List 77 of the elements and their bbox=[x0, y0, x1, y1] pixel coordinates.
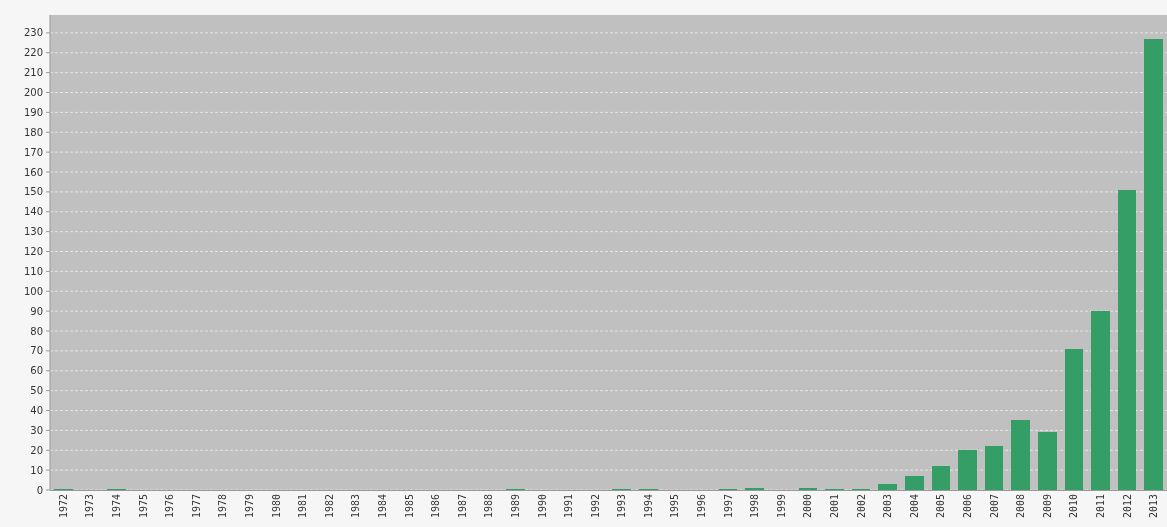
x-tick-label: 1981 bbox=[297, 494, 309, 519]
x-tick-label: 2008 bbox=[1015, 494, 1027, 519]
x-tick-label: 1976 bbox=[164, 494, 176, 519]
x-tick-label: 1998 bbox=[749, 494, 761, 519]
x-tick-label: 1983 bbox=[350, 494, 362, 519]
y-tick-label: 20 bbox=[30, 444, 43, 456]
x-tick-label: 1977 bbox=[190, 494, 202, 519]
y-tick-label: 190 bbox=[23, 106, 43, 118]
x-tick-label: 1987 bbox=[456, 494, 468, 519]
x-tick-label: 2011 bbox=[1095, 494, 1107, 519]
x-tick-label: 1988 bbox=[483, 494, 495, 519]
x-tick-label: 1999 bbox=[775, 494, 787, 519]
y-tick-label: 220 bbox=[23, 47, 43, 59]
bar bbox=[878, 484, 898, 490]
bar bbox=[931, 466, 951, 490]
x-tick-label: 1984 bbox=[376, 494, 388, 519]
y-tick-label: 90 bbox=[30, 305, 43, 317]
y-tick-label: 40 bbox=[30, 405, 43, 416]
x-tick-label: 2000 bbox=[802, 494, 814, 519]
bar bbox=[1038, 432, 1057, 490]
y-tick-label: 130 bbox=[23, 226, 43, 238]
y-tick-label: 30 bbox=[30, 424, 43, 436]
x-tick-label: 1993 bbox=[616, 494, 628, 519]
x-tick-label: 2005 bbox=[935, 494, 947, 519]
x-tick-label: 1991 bbox=[563, 494, 575, 519]
bar bbox=[1117, 189, 1137, 490]
x-tick-label: 1973 bbox=[84, 494, 96, 519]
y-tick-label: 70 bbox=[30, 345, 43, 357]
x-tick-label: 1990 bbox=[536, 494, 548, 519]
y-tick-label: 110 bbox=[23, 265, 43, 277]
x-tick-label: 1985 bbox=[403, 494, 415, 519]
x-tick-label: 2012 bbox=[1121, 494, 1133, 519]
x-tick-label: 2013 bbox=[1148, 494, 1160, 519]
y-tick-label: 80 bbox=[30, 325, 43, 337]
x-tick-label: 1992 bbox=[589, 494, 601, 519]
bar bbox=[905, 476, 924, 490]
x-tick-label: 1980 bbox=[270, 494, 282, 519]
y-tick-label: 140 bbox=[23, 206, 43, 218]
x-tick-label: 1979 bbox=[243, 494, 255, 519]
bar bbox=[984, 446, 1004, 490]
y-tick-label: 150 bbox=[23, 186, 43, 198]
x-tick-label: 2004 bbox=[908, 494, 920, 519]
y-tick-label: 60 bbox=[30, 365, 43, 377]
y-tick-label: 210 bbox=[23, 67, 43, 79]
x-tick-label: 2006 bbox=[962, 494, 974, 519]
bar bbox=[1011, 420, 1031, 490]
x-tick-label: 1978 bbox=[217, 494, 229, 519]
x-tick-label: 1982 bbox=[323, 494, 335, 519]
y-tick-label: 10 bbox=[30, 464, 43, 476]
x-tick-label: 1975 bbox=[137, 494, 149, 519]
x-tick-label: 2003 bbox=[882, 494, 894, 519]
x-tick-label: 1986 bbox=[430, 494, 442, 519]
x-tick-label: 1995 bbox=[669, 494, 681, 519]
y-tick-label: 180 bbox=[23, 126, 43, 138]
x-tick-label: 1997 bbox=[722, 494, 734, 519]
x-tick-label: 1994 bbox=[642, 494, 654, 519]
bar bbox=[1091, 311, 1110, 490]
y-tick-label: 200 bbox=[23, 87, 43, 99]
y-tick-label: 120 bbox=[23, 246, 43, 258]
y-tick-label: 170 bbox=[23, 146, 43, 158]
y-tick-label: 160 bbox=[23, 166, 43, 178]
x-tick-label: 2002 bbox=[855, 494, 867, 519]
x-tick-label: 1972 bbox=[57, 494, 69, 519]
x-tick-label: 2010 bbox=[1068, 494, 1080, 519]
bar bbox=[1144, 38, 1164, 490]
y-tick-label: 50 bbox=[30, 385, 43, 397]
x-tick-label: 2007 bbox=[988, 494, 1000, 519]
bar bbox=[958, 450, 977, 490]
x-tick-label: 1974 bbox=[110, 494, 122, 519]
x-tick-label: 1996 bbox=[696, 494, 708, 519]
x-tick-label: 2009 bbox=[1041, 494, 1053, 519]
y-tick-label: 100 bbox=[23, 285, 43, 297]
y-tick-label: 0 bbox=[36, 484, 43, 496]
x-tick-label: 2001 bbox=[829, 494, 841, 519]
bar bbox=[1064, 348, 1084, 490]
x-tick-label: 1989 bbox=[509, 494, 521, 519]
y-tick-label: 230 bbox=[23, 27, 43, 39]
